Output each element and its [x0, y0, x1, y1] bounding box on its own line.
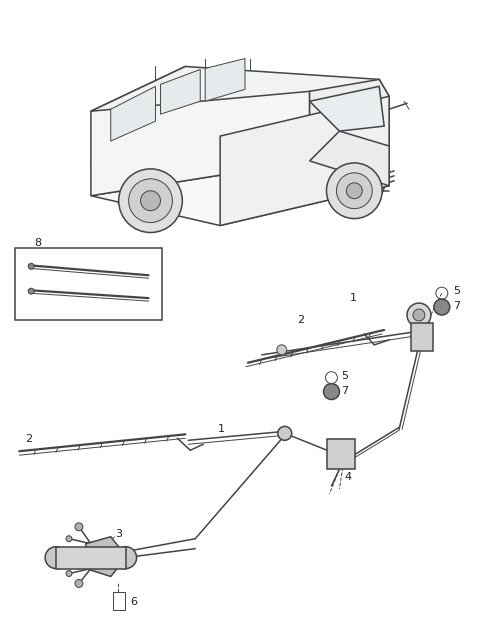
Bar [56, 547, 126, 569]
Circle shape [413, 309, 425, 321]
Circle shape [28, 288, 34, 294]
Bar [327, 439, 355, 469]
Polygon shape [91, 66, 310, 196]
Bar [411, 323, 433, 351]
Polygon shape [86, 537, 119, 576]
Text: 6: 6 [131, 597, 138, 607]
Circle shape [115, 547, 137, 569]
Circle shape [75, 523, 83, 531]
Circle shape [407, 303, 431, 327]
Circle shape [45, 547, 67, 569]
Circle shape [119, 169, 182, 233]
Text: 1: 1 [349, 293, 356, 303]
Circle shape [141, 191, 160, 211]
Polygon shape [111, 86, 156, 141]
Text: 8: 8 [34, 238, 41, 249]
Text: 7: 7 [341, 385, 348, 396]
Text: 5: 5 [453, 286, 460, 296]
Text: 2: 2 [25, 435, 32, 444]
Text: 5: 5 [341, 371, 348, 381]
Circle shape [347, 183, 362, 199]
Circle shape [324, 383, 339, 399]
Text: 4: 4 [344, 472, 351, 482]
Circle shape [434, 299, 450, 315]
Polygon shape [310, 79, 389, 186]
Circle shape [278, 426, 292, 440]
Polygon shape [310, 131, 389, 186]
Circle shape [75, 580, 83, 587]
Circle shape [277, 345, 287, 355]
Circle shape [66, 535, 72, 542]
Bar [113, 592, 125, 610]
Polygon shape [91, 66, 389, 111]
Polygon shape [310, 86, 384, 131]
Polygon shape [205, 59, 245, 101]
Text: 3: 3 [115, 528, 122, 539]
Circle shape [66, 571, 72, 576]
Circle shape [336, 173, 372, 209]
Text: 7: 7 [453, 301, 460, 311]
Text: 2: 2 [297, 315, 304, 325]
Circle shape [28, 263, 34, 269]
Polygon shape [160, 70, 200, 114]
Polygon shape [91, 161, 389, 226]
Circle shape [129, 179, 172, 222]
Bar [15, 249, 162, 320]
Text: 1: 1 [218, 424, 225, 435]
Polygon shape [220, 96, 389, 226]
Circle shape [326, 163, 382, 219]
